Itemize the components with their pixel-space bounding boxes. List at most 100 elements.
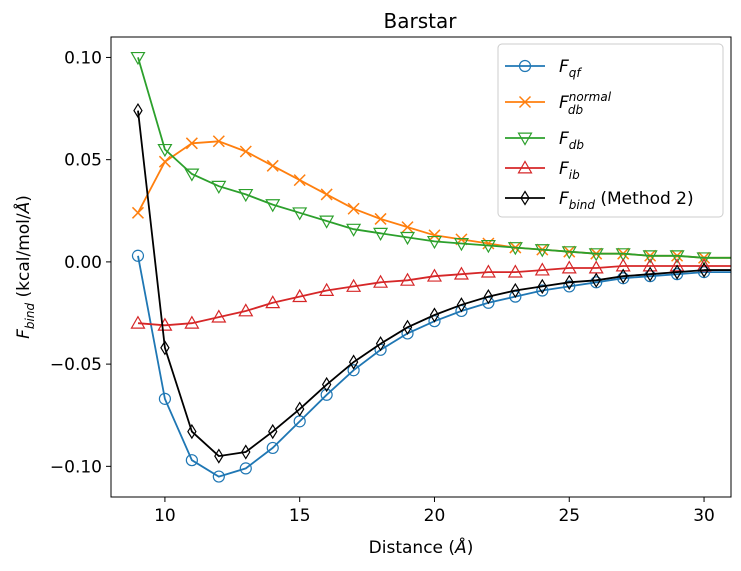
data-point — [160, 340, 170, 356]
data-point — [399, 272, 416, 286]
data-point — [591, 272, 601, 288]
legend: Fqf Fnormal db Fdb Fib Fbind (Method 2) — [497, 43, 724, 218]
data-point — [185, 137, 198, 150]
data-point — [158, 155, 171, 168]
x-tick-label: 15 — [289, 506, 311, 526]
data-point — [292, 288, 308, 303]
x-tick-label: 25 — [558, 506, 580, 526]
data-point — [321, 376, 332, 393]
data-point — [212, 470, 225, 483]
data-point — [373, 227, 389, 241]
data-point — [507, 242, 523, 256]
data-point — [239, 462, 252, 475]
data-point — [347, 202, 360, 215]
data-point — [428, 229, 441, 242]
data-point — [615, 248, 631, 262]
data-point — [698, 251, 711, 264]
data-point — [536, 284, 549, 297]
data-point — [483, 288, 494, 305]
data-point — [266, 159, 279, 172]
legend-label: Fbind (Method 2) — [559, 189, 694, 212]
data-point — [131, 249, 145, 262]
data-point — [211, 309, 227, 323]
data-point — [672, 264, 682, 280]
series-line — [137, 110, 705, 458]
data-point — [157, 143, 173, 158]
data-point — [426, 268, 443, 282]
chart-title: Barstar — [384, 9, 458, 33]
data-point — [669, 250, 685, 264]
data-point — [184, 168, 200, 182]
series-diamond — [133, 102, 731, 464]
legend-marker — [518, 95, 532, 109]
data-point — [564, 274, 574, 290]
data-point — [347, 364, 360, 377]
data-point — [374, 212, 387, 225]
data-point — [214, 448, 224, 464]
legend-item: Fdb — [505, 129, 584, 152]
legend-item: Fqf — [505, 57, 582, 80]
data-point — [265, 295, 281, 309]
y-tick-label: −0.05 — [50, 355, 102, 375]
data-point — [480, 240, 496, 254]
series-line — [137, 255, 705, 478]
y-tick-label: 0.05 — [64, 151, 102, 171]
legend-marker — [517, 160, 533, 174]
data-point — [429, 307, 440, 323]
series-triangle-down — [130, 51, 731, 266]
legend-marker — [520, 190, 530, 206]
legend-item: Fnormal db — [505, 90, 612, 117]
data-point — [184, 315, 200, 329]
data-point — [615, 258, 631, 272]
data-point — [401, 221, 414, 234]
data-point — [618, 268, 628, 284]
series-line — [137, 265, 704, 327]
data-point — [645, 266, 655, 282]
plot-frame — [110, 36, 732, 498]
y-tick-label: −0.10 — [50, 457, 102, 477]
legend-label: Fdb — [559, 129, 584, 152]
data-point — [453, 266, 469, 280]
data-point — [375, 336, 386, 352]
data-point — [320, 388, 333, 401]
data-point — [268, 423, 278, 440]
data-point — [266, 441, 279, 455]
data-point — [561, 246, 577, 260]
data-point — [373, 274, 389, 288]
data-point — [534, 244, 550, 258]
legend-item: Fib — [505, 159, 580, 182]
data-point — [346, 278, 362, 292]
x-tick-label: 10 — [154, 506, 176, 526]
data-point — [185, 454, 198, 467]
legend-marker — [517, 132, 533, 146]
data-point — [507, 264, 523, 278]
y-tick-label: 0.00 — [64, 253, 102, 273]
series-triangle-up — [130, 258, 731, 331]
data-point — [212, 135, 225, 148]
data-point — [696, 252, 712, 266]
data-point — [241, 444, 251, 460]
data-point — [133, 102, 143, 119]
data-point — [346, 223, 362, 237]
data-point — [561, 260, 577, 274]
data-point — [348, 354, 359, 370]
legend-marker — [518, 59, 532, 73]
plot-area — [130, 51, 731, 483]
data-point — [510, 282, 521, 299]
data-point — [292, 207, 308, 221]
data-point — [319, 215, 335, 229]
x-axis-label: Distance (Å) — [369, 536, 474, 558]
data-point — [130, 315, 146, 329]
y-tick-label: 0.10 — [64, 48, 102, 68]
data-point — [537, 278, 548, 295]
data-point — [211, 180, 227, 194]
legend-box — [497, 43, 724, 218]
data-point — [294, 401, 305, 417]
x-tick-label: 20 — [424, 506, 446, 526]
legend-item: Fbind (Method 2) — [505, 189, 694, 212]
data-point — [319, 282, 335, 296]
data-point — [131, 206, 144, 219]
series-circle — [131, 249, 731, 483]
